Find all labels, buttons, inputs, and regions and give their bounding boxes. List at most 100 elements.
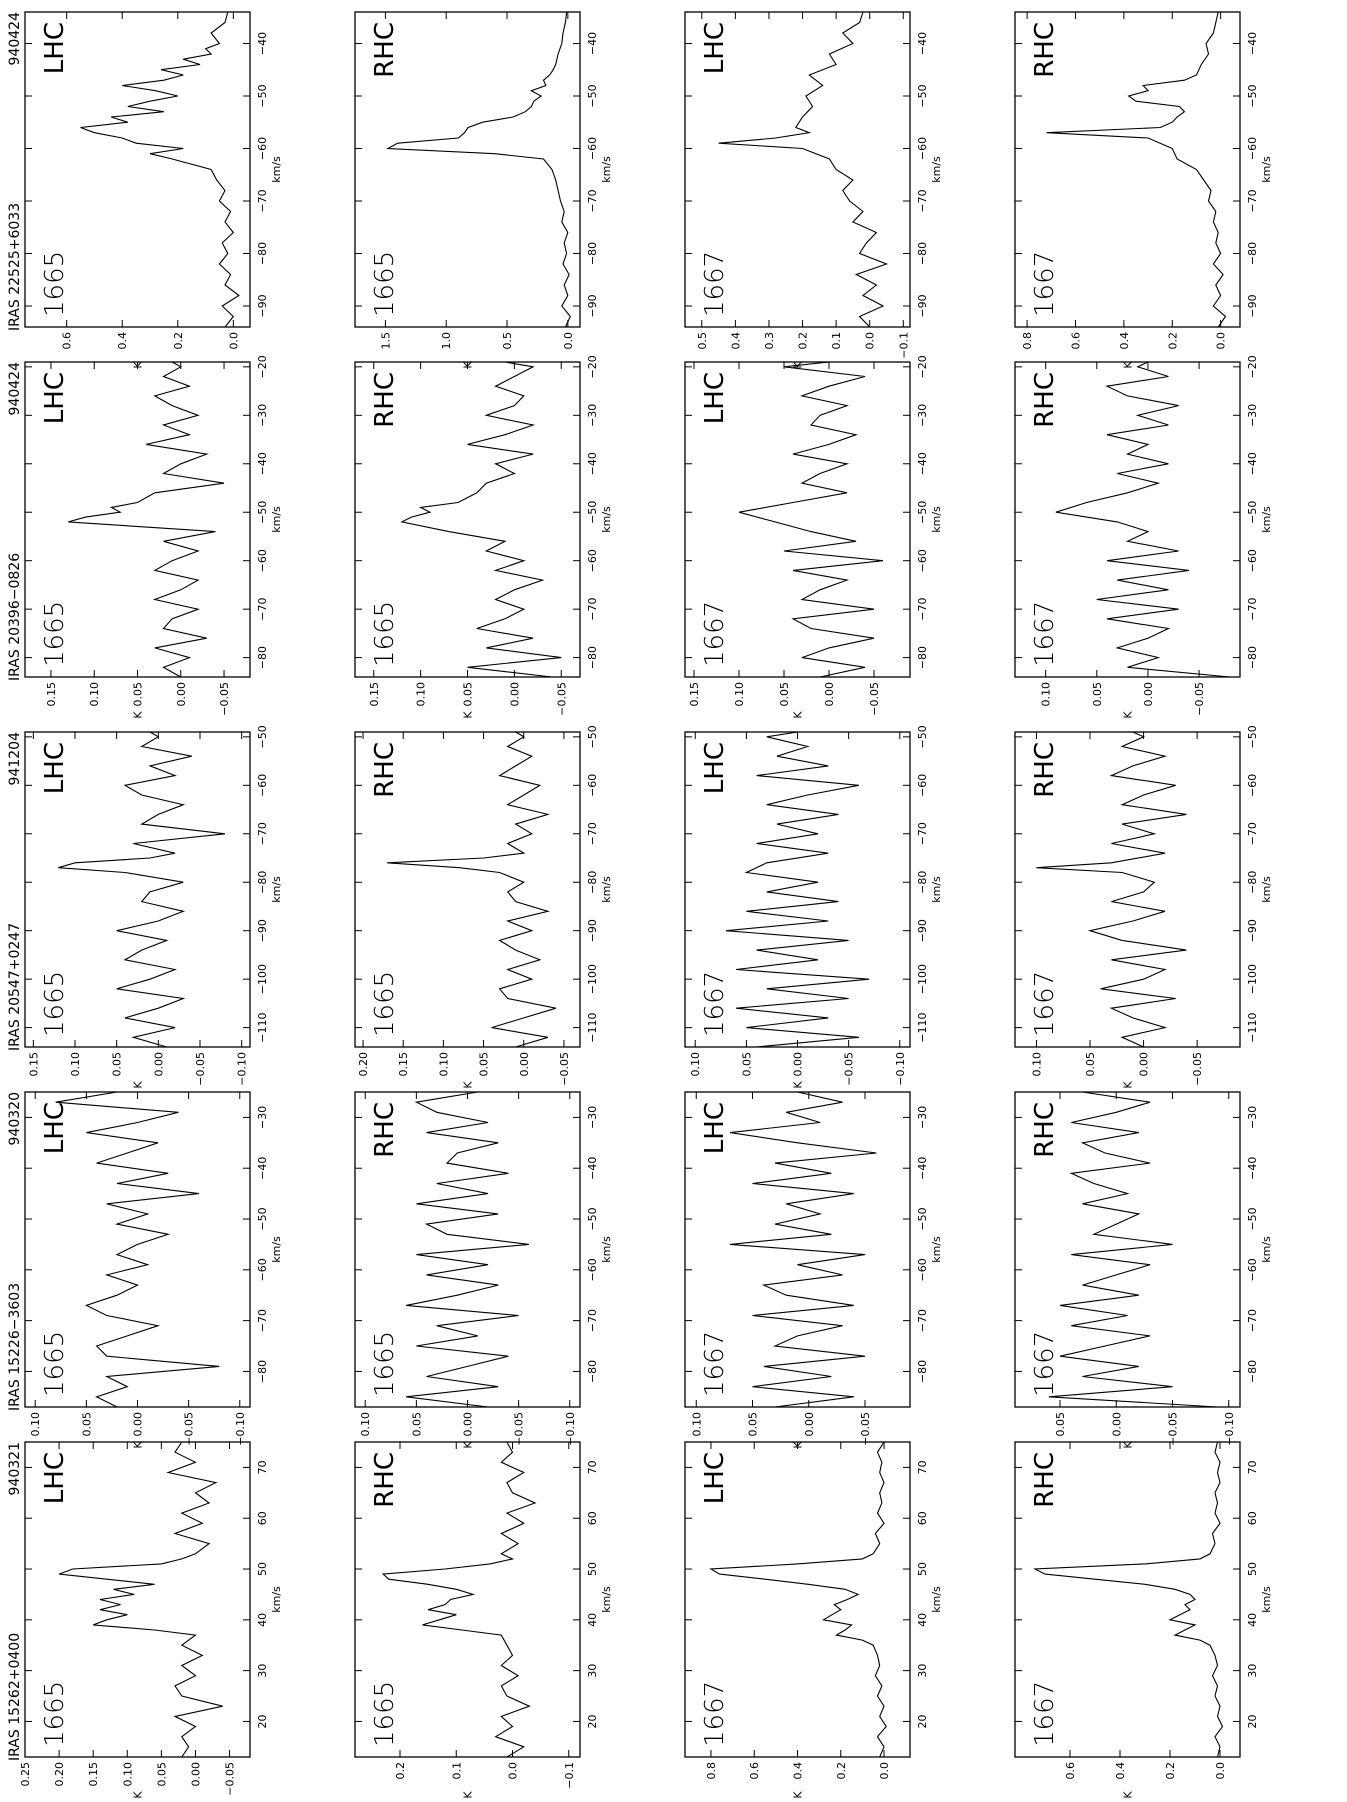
y-axis-label: K (1122, 1081, 1135, 1089)
y-tick-label: −0.05 (1167, 1412, 1180, 1446)
y-axis-label: K (462, 1081, 475, 1089)
y-tick-label: −0.05 (859, 1412, 872, 1446)
y-tick-label: 0.2 (797, 332, 810, 350)
plot-frame (1014, 1441, 1241, 1758)
x-tick-label: −60 (916, 1258, 929, 1281)
x-tick-label: −40 (256, 452, 269, 475)
polarization-label: RHC (370, 742, 400, 798)
x-tick-label: −70 (916, 189, 929, 212)
x-tick-label: −60 (256, 1258, 269, 1281)
x-axis-label: km/s (600, 876, 613, 903)
frequency-label: 1667 (1030, 971, 1060, 1037)
plot-frame (24, 1441, 251, 1758)
y-tick-label: −0.10 (894, 1052, 907, 1086)
x-tick-label: −80 (1246, 871, 1259, 894)
x-tick-label: −60 (256, 137, 269, 160)
x-tick-label: −20 (586, 355, 599, 378)
x-tick-label: −90 (1246, 294, 1259, 317)
x-tick-label: −20 (256, 355, 269, 378)
x-tick-label: −50 (256, 1207, 269, 1230)
observation-date: 940320 (7, 1092, 23, 1145)
frequency-label: 1665 (370, 971, 400, 1037)
x-tick-label: −100 (256, 964, 269, 994)
spectrum-panel: −80 −70 −60 −50 −40 −30 km/s −0.10 −0.05 0.00 0.05… (354, 1091, 613, 1449)
x-axis-label: km/s (270, 156, 283, 183)
x-tick-label: −30 (586, 404, 599, 427)
x-tick-label: −60 (1246, 1258, 1259, 1281)
y-tick-label: 0.05 (747, 1412, 760, 1437)
plot-frame (1014, 11, 1241, 328)
y-tick-label: 0.00 (152, 1052, 165, 1077)
spectrum-panel: −80 −70 −60 −50 −40 −30 km/s −0.10 −0.05 0.00 0.05… (7, 1091, 283, 1449)
x-tick-label: −70 (1246, 598, 1259, 621)
x-tick-label: −70 (916, 822, 929, 845)
spectrum-panel: 20 30 40 50 60 70 km/s 0.0 0.2 0.4 0.6 0.8 K 1667 LHC (684, 1441, 943, 1799)
frequency-label: 1665 (40, 601, 70, 667)
x-tick-label: −50 (586, 84, 599, 107)
x-tick-label: −110 (256, 1013, 269, 1043)
x-tick-label: −60 (586, 549, 599, 572)
y-tick-label: 0.0 (227, 332, 240, 350)
y-tick-label: 0.05 (1054, 1412, 1067, 1437)
x-tick-label: 40 (1246, 1613, 1259, 1627)
y-axis-label: K (132, 1441, 145, 1449)
y-tick-label: 0.6 (61, 332, 74, 350)
y-tick-label: 0.15 (45, 682, 58, 707)
x-tick-label: 30 (586, 1664, 599, 1678)
x-tick-label: −40 (1246, 32, 1259, 55)
polarization-label: RHC (1030, 742, 1060, 798)
x-tick-label: 70 (916, 1460, 929, 1474)
y-tick-label: 0.10 (415, 682, 428, 707)
y-axis-label: K (1122, 361, 1135, 369)
spectrum-line (1036, 731, 1187, 1048)
x-tick-label: 30 (256, 1664, 269, 1678)
y-axis-label: K (792, 1791, 805, 1799)
polarization-label: LHC (700, 1452, 730, 1504)
x-tick-label: −60 (916, 774, 929, 797)
y-axis-label: K (462, 1791, 475, 1799)
y-tick-label: 0.05 (1084, 1052, 1097, 1077)
x-tick-label: −70 (256, 822, 269, 845)
y-tick-label: 0.0 (1214, 1762, 1227, 1780)
x-tick-label: −70 (586, 598, 599, 621)
x-tick-label: −50 (916, 1207, 929, 1230)
y-tick-label: 0.00 (462, 1412, 475, 1437)
x-tick-label: −60 (1246, 549, 1259, 572)
x-tick-label: −40 (1246, 452, 1259, 475)
x-tick-label: −110 (586, 1013, 599, 1043)
x-tick-label: −60 (586, 774, 599, 797)
frequency-label: 1667 (700, 601, 730, 667)
y-axis-label: K (792, 361, 805, 369)
x-tick-label: −110 (1246, 1013, 1259, 1043)
y-tick-label: 0.00 (1142, 682, 1155, 707)
x-tick-label: −80 (1246, 1360, 1259, 1383)
y-tick-label: 0.00 (1138, 1052, 1151, 1077)
y-tick-label: 0.05 (462, 682, 475, 707)
y-tick-label: −0.10 (564, 1412, 577, 1446)
y-tick-label: 0.10 (733, 682, 746, 707)
x-tick-label: −50 (916, 725, 929, 748)
x-tick-label: −50 (586, 725, 599, 748)
x-tick-label: 30 (916, 1664, 929, 1678)
x-tick-label: −60 (256, 774, 269, 797)
spectrum-panel: −90 −80 −70 −60 −50 −40 km/s 0.0 0.5 1.0 1.5 K 1665 R… (354, 11, 613, 369)
y-tick-label: 0.05 (478, 1052, 491, 1077)
x-tick-label: 40 (256, 1613, 269, 1627)
spectrum-line (385, 11, 571, 328)
polarization-label: LHC (700, 372, 730, 424)
y-axis-label: K (1122, 711, 1135, 719)
y-tick-label: 0.1 (830, 332, 843, 350)
spectrum-line (1048, 1091, 1218, 1408)
spectrum-line (1055, 361, 1230, 678)
polarization-label: RHC (370, 1452, 400, 1508)
x-tick-label: −50 (1246, 725, 1259, 748)
x-tick-label: −90 (916, 919, 929, 942)
x-tick-label: 20 (586, 1714, 599, 1728)
x-tick-label: −40 (586, 1157, 599, 1180)
y-tick-label: 0.00 (175, 682, 188, 707)
x-tick-label: 60 (916, 1511, 929, 1525)
x-tick-label: −60 (586, 1258, 599, 1281)
y-tick-label: −0.10 (1223, 1412, 1236, 1446)
y-tick-label: 0.4 (729, 332, 742, 350)
x-tick-label: −40 (916, 1157, 929, 1180)
